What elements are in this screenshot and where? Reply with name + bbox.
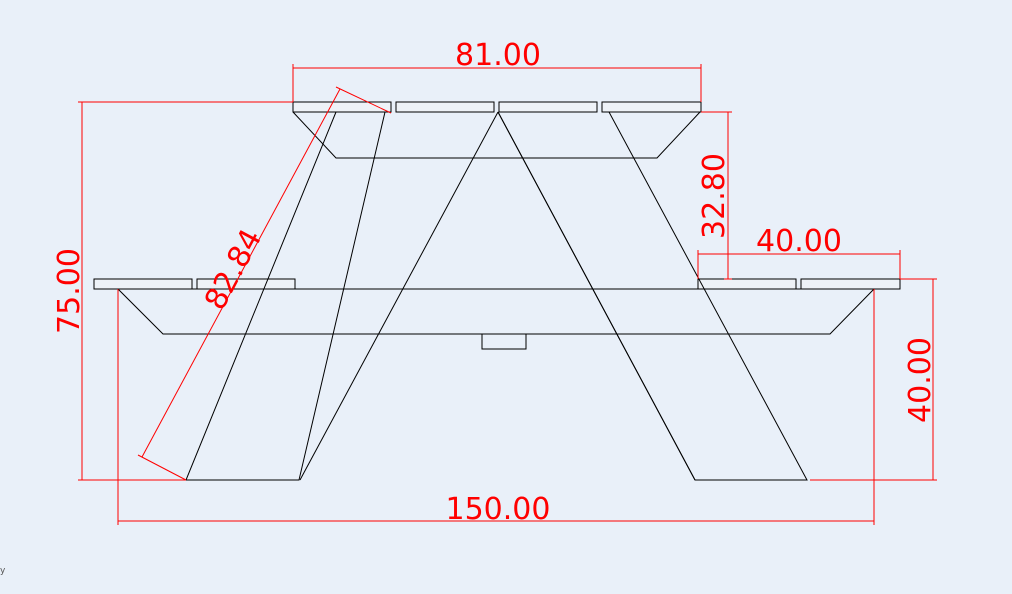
dimension-seat-width[interactable]: 40.00 [697, 224, 901, 279]
table-top-plank [395, 101, 495, 113]
dimension-total-width[interactable]: 150.00 [117, 289, 875, 527]
right-leg [497, 111, 808, 481]
table-top-plank [601, 101, 702, 113]
top-width-label: 81.00 [455, 38, 541, 73]
seat-height-label: 40.00 [903, 337, 938, 423]
seat-width-label: 40.00 [756, 224, 842, 259]
total-width-label: 150.00 [446, 492, 551, 527]
dimension-total-height[interactable]: 75.00 [52, 101, 293, 481]
center-bracket [481, 333, 527, 350]
bench-plank [697, 278, 797, 290]
axis-indicator-label: y [0, 566, 6, 576]
center-leg-right [497, 111, 696, 481]
dimension-top-to-seat[interactable]: 32.80 [697, 111, 732, 280]
bench-seats [93, 278, 901, 350]
bench-plank [800, 278, 901, 290]
left-leg [185, 111, 386, 481]
a-frame-legs [185, 111, 808, 481]
top-to-seat-label: 32.80 [697, 153, 732, 239]
table-top-plank [498, 101, 598, 113]
dimension-seat-height[interactable]: 40.00 [810, 278, 938, 481]
dimension-top-width[interactable]: 81.00 [292, 38, 702, 102]
table-top-apron [292, 111, 701, 159]
table-top-plank [292, 101, 392, 113]
table-top [292, 101, 702, 159]
total-height-label: 75.00 [52, 248, 87, 334]
bench-plank [93, 278, 193, 290]
center-leg-left [299, 111, 499, 481]
